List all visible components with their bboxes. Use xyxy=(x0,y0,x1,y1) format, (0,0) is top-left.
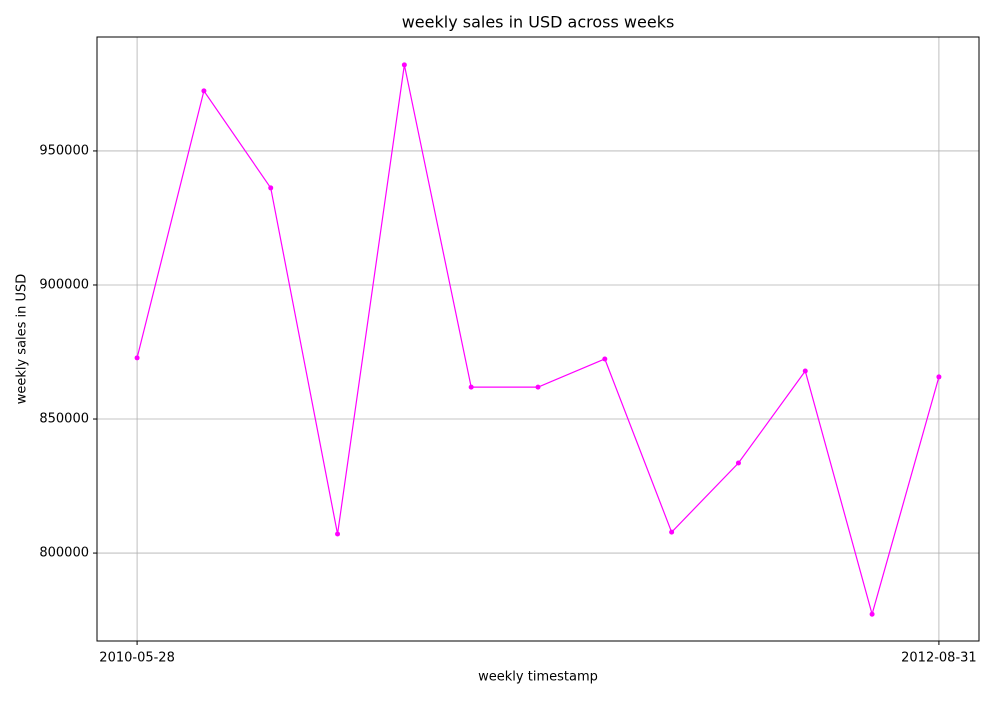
marker xyxy=(468,384,474,390)
marker xyxy=(335,531,341,537)
line xyxy=(136,64,940,617)
y-tick-label: 800000 xyxy=(39,546,89,561)
marker xyxy=(735,460,741,466)
marker xyxy=(201,88,207,94)
y-tick-label: 900000 xyxy=(39,277,89,292)
y-tick-label: 950000 xyxy=(39,143,89,158)
y-axis-label: weekly sales in USD xyxy=(15,274,30,405)
marker xyxy=(401,62,407,68)
x-tick-label: 2012-08-31 xyxy=(901,651,977,666)
chart-title: weekly sales in USD across weeks xyxy=(402,13,675,32)
x-axis-label: weekly timestamp xyxy=(478,670,598,685)
marker xyxy=(535,384,541,390)
marker xyxy=(869,611,875,617)
y-tick-label: 850000 xyxy=(39,412,89,427)
marker xyxy=(602,356,608,362)
plot-frame xyxy=(96,36,980,642)
marker xyxy=(268,185,274,191)
marker xyxy=(134,355,140,361)
x-tick-label: 2010-05-28 xyxy=(99,651,175,666)
marker xyxy=(936,374,942,380)
marker xyxy=(669,529,675,535)
marker xyxy=(802,368,808,374)
